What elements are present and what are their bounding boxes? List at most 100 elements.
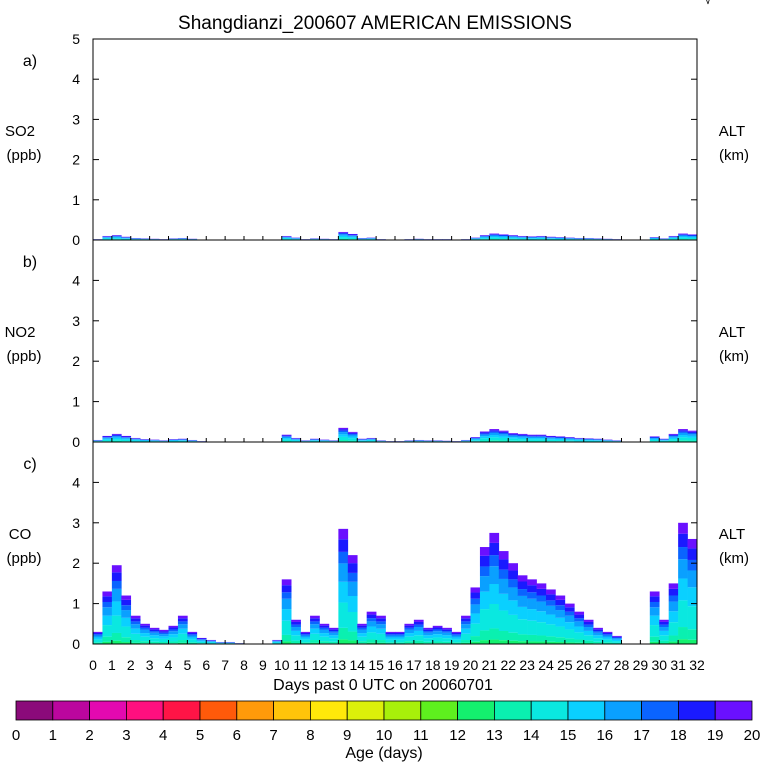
data-bar-2-51-2 — [574, 440, 585, 442]
data-bar-3-31-2 — [385, 639, 396, 643]
data-bar-2-63-1 — [687, 440, 698, 442]
data-bar-3-32-7 — [395, 631, 405, 633]
data-bar-3-45-3 — [517, 606, 528, 620]
colorbar-tick-10: 10 — [376, 727, 393, 744]
data-bar-3-42-5 — [489, 555, 500, 567]
data-bar-3-40-3 — [470, 613, 481, 624]
data-bar-3-26-1 — [338, 627, 349, 640]
data-bar-2-63-5 — [687, 432, 698, 435]
data-bar-1-43-6 — [498, 234, 509, 236]
data-bar-2-41-5 — [479, 433, 490, 435]
data-bar-3-38-1 — [451, 642, 462, 644]
data-bar-3-43-7 — [498, 551, 509, 560]
data-bar-3-47-3 — [536, 611, 547, 623]
data-bar-3-37-4 — [442, 632, 452, 636]
data-bar-3-21-6 — [291, 621, 301, 625]
data-bar-3-9-5 — [177, 621, 188, 625]
data-bar-3-44-5 — [508, 579, 518, 588]
data-bar-2-1-6 — [102, 436, 113, 438]
data-bar-2-3-4 — [121, 437, 132, 439]
data-bar-3-20-2 — [281, 620, 292, 635]
data-bar-3-50-0 — [564, 642, 575, 644]
data-bar-1-2-3 — [111, 237, 122, 239]
data-bar-3-33-6 — [404, 625, 415, 628]
right-axis-unit-3: (km) — [719, 550, 749, 567]
data-bar-3-11-6 — [196, 638, 207, 640]
data-bar-2-41-3 — [479, 436, 490, 439]
data-bar-3-3-6 — [121, 599, 132, 606]
data-bar-2-52-2 — [583, 440, 594, 442]
data-bar-3-35-6 — [423, 629, 434, 632]
colorbar-swatch-0 — [15, 700, 54, 721]
data-bar-3-26-5 — [338, 551, 349, 564]
data-bar-2-49-3 — [555, 438, 566, 440]
data-bar-3-30-1 — [376, 640, 386, 643]
right-axis-unit-2: (km) — [719, 348, 749, 365]
data-bar-3-55-2 — [612, 641, 622, 643]
data-bar-3-24-5 — [319, 627, 330, 630]
data-bar-3-43-5 — [498, 569, 509, 579]
data-bar-3-36-2 — [432, 637, 443, 642]
data-bar-2-62-1 — [678, 440, 688, 442]
x-tick-label-30: 30 — [651, 657, 667, 673]
data-bar-3-34-4 — [413, 627, 424, 631]
data-bar-2-42-5 — [489, 431, 500, 433]
data-bar-1-45-2 — [517, 238, 528, 240]
data-bar-3-38-4 — [451, 635, 462, 638]
data-bar-3-4-1 — [130, 640, 141, 643]
x-tick-label-0: 0 — [89, 657, 97, 673]
colorbar-swatch-16 — [604, 700, 642, 721]
data-bar-3-60-6 — [659, 621, 669, 625]
data-bar-3-9-4 — [177, 624, 188, 629]
colorbar-swatch-15 — [567, 700, 606, 721]
data-bar-3-0-2 — [93, 639, 103, 643]
data-bar-3-10-5 — [187, 634, 198, 636]
data-bar-3-1-0 — [102, 641, 113, 644]
data-bar-1-42-5 — [489, 234, 500, 236]
data-bar-3-30-2 — [376, 633, 386, 641]
data-bar-3-59-3 — [649, 615, 660, 626]
x-tick-label-7: 7 — [221, 657, 229, 673]
colorbar-tick-19: 19 — [707, 727, 724, 744]
data-bar-2-1-2 — [102, 439, 113, 442]
data-bar-3-46-0 — [527, 641, 537, 644]
data-bar-3-48-3 — [546, 614, 556, 625]
data-bar-1-42-7 — [489, 233, 500, 235]
data-bar-2-8-3 — [168, 440, 179, 441]
data-bar-1-44-3 — [508, 237, 518, 239]
data-bar-1-27-5 — [347, 235, 358, 236]
data-bar-3-3-2 — [121, 626, 132, 638]
data-bar-3-21-3 — [291, 630, 301, 636]
data-bar-2-46-7 — [527, 434, 537, 436]
x-tick-label-21: 21 — [482, 657, 498, 673]
x-tick-label-28: 28 — [614, 657, 630, 673]
data-bar-1-44-6 — [508, 235, 518, 237]
data-bar-2-61-1 — [668, 440, 679, 442]
data-bar-3-3-1 — [121, 637, 132, 643]
colorbar-swatch-14 — [530, 700, 569, 721]
panel-frames — [92, 38, 698, 645]
data-bar-3-61-1 — [668, 635, 679, 642]
data-bar-3-51-2 — [574, 632, 585, 640]
data-bar-2-59-6 — [649, 436, 660, 438]
data-bar-3-12-2 — [206, 642, 216, 644]
data-bar-1-43-7 — [498, 234, 509, 235]
data-bar-3-0-6 — [93, 632, 103, 635]
data-bar-2-53-2 — [593, 440, 603, 442]
data-bar-3-46-5 — [527, 592, 537, 599]
data-bar-2-50-4 — [564, 438, 575, 440]
data-bar-2-44-1 — [508, 440, 518, 442]
data-bar-3-49-5 — [555, 605, 566, 611]
data-bar-3-51-1 — [574, 639, 585, 643]
data-bar-3-54-4 — [602, 635, 613, 638]
data-bar-2-1-1 — [102, 441, 113, 442]
data-bar-2-29-2 — [366, 440, 377, 442]
data-bar-3-61-0 — [668, 641, 679, 644]
data-bar-3-42-3 — [489, 584, 500, 605]
data-bar-3-19-3 — [272, 641, 283, 643]
data-bar-3-8-7 — [168, 625, 179, 628]
data-bar-3-1-3 — [102, 615, 113, 626]
data-bar-3-39-5 — [461, 621, 471, 625]
y-axis-label-1: SO2 — [5, 123, 35, 140]
data-bar-3-27-2 — [347, 612, 358, 632]
